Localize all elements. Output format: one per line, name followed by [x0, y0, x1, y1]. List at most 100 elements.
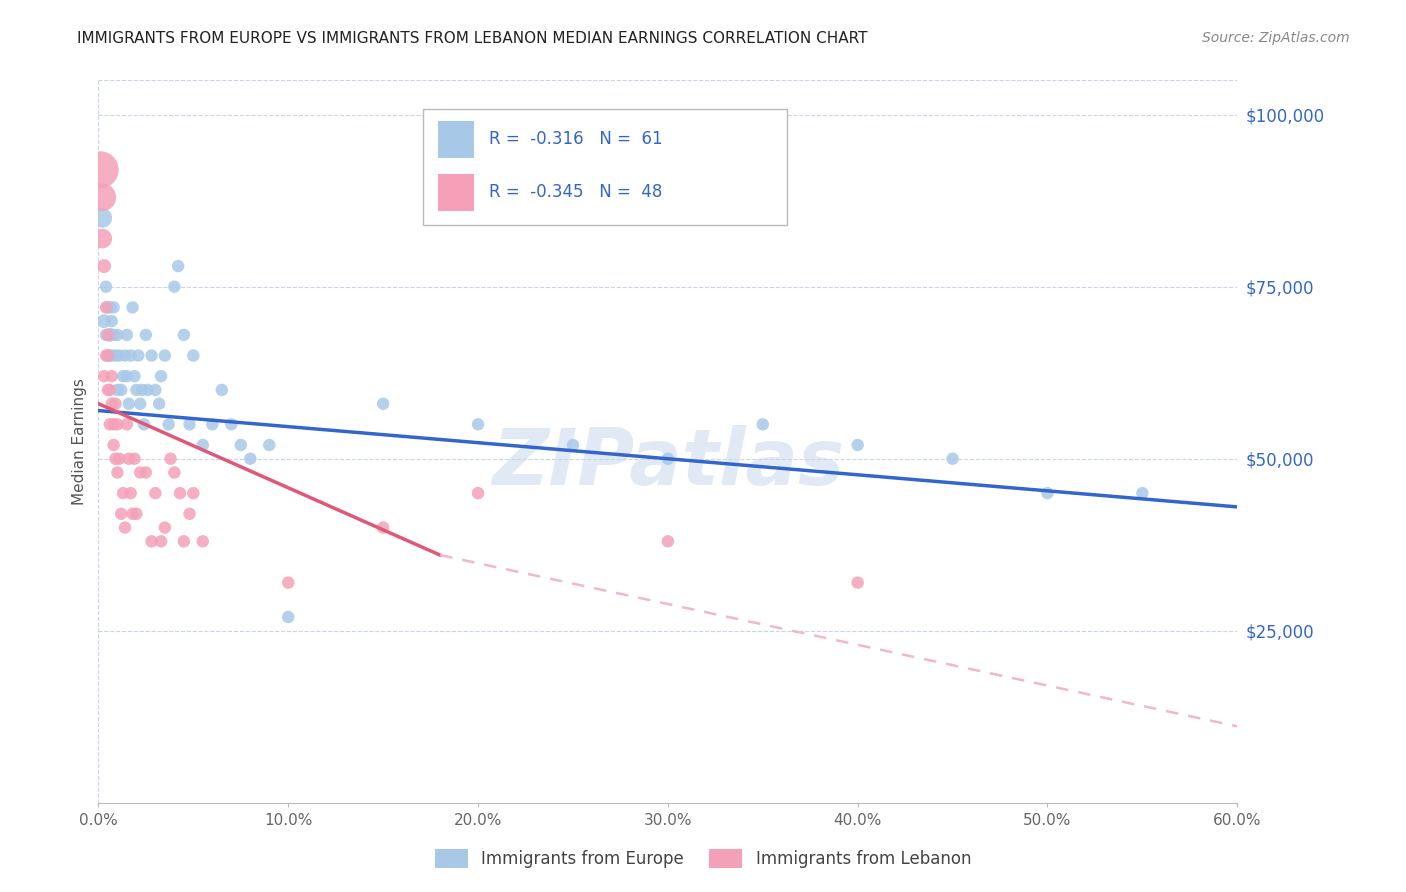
Point — [120, 349, 142, 363]
Point — [129, 466, 152, 480]
Point — [115, 417, 138, 432]
Point — [112, 486, 135, 500]
Point — [183, 486, 205, 500]
Legend: Immigrants from Europe, Immigrants from Lebanon: Immigrants from Europe, Immigrants from … — [427, 842, 979, 875]
Point — [91, 190, 114, 204]
Point — [127, 349, 149, 363]
Point — [104, 349, 127, 363]
Point — [103, 438, 125, 452]
Text: Source: ZipAtlas.com: Source: ZipAtlas.com — [1202, 31, 1350, 45]
Point — [562, 438, 585, 452]
Point — [173, 534, 195, 549]
Point — [163, 466, 186, 480]
Point — [125, 507, 148, 521]
Point — [94, 301, 117, 315]
Point — [179, 417, 201, 432]
Point — [97, 327, 120, 342]
Point — [104, 451, 127, 466]
Text: ZIPatlas: ZIPatlas — [492, 425, 844, 501]
Point — [93, 314, 115, 328]
Point — [277, 575, 299, 590]
Point — [115, 369, 138, 384]
Point — [1036, 486, 1059, 500]
Point — [129, 397, 152, 411]
Point — [115, 327, 138, 342]
Point — [846, 438, 869, 452]
Point — [846, 575, 869, 590]
Point — [239, 451, 262, 466]
Point — [167, 259, 190, 273]
Point — [371, 520, 394, 534]
Point — [97, 349, 120, 363]
Y-axis label: Median Earnings: Median Earnings — [72, 378, 87, 505]
Point — [94, 279, 117, 293]
Point — [114, 520, 136, 534]
Point — [118, 451, 141, 466]
Point — [135, 327, 157, 342]
Point — [93, 369, 115, 384]
Point — [125, 383, 148, 397]
Point — [98, 383, 121, 397]
Point — [211, 383, 233, 397]
Point — [131, 383, 153, 397]
Text: IMMIGRANTS FROM EUROPE VS IMMIGRANTS FROM LEBANON MEDIAN EARNINGS CORRELATION CH: IMMIGRANTS FROM EUROPE VS IMMIGRANTS FRO… — [77, 31, 868, 46]
Point — [100, 349, 122, 363]
Point — [100, 397, 122, 411]
Point — [173, 327, 195, 342]
Point — [145, 383, 167, 397]
Point — [110, 383, 132, 397]
Point — [467, 486, 489, 500]
Point — [657, 534, 679, 549]
Point — [108, 349, 131, 363]
Point — [97, 383, 120, 397]
Point — [163, 279, 186, 293]
Point — [259, 438, 281, 452]
Point — [201, 417, 224, 432]
Point — [191, 438, 214, 452]
Point — [121, 507, 143, 521]
Point — [157, 417, 180, 432]
Point — [657, 451, 679, 466]
Point — [91, 211, 114, 225]
Point — [136, 383, 159, 397]
Point — [98, 417, 121, 432]
Point — [98, 349, 121, 363]
Point — [169, 486, 191, 500]
Point — [141, 349, 163, 363]
Point — [145, 486, 167, 500]
Point — [120, 486, 142, 500]
Point — [124, 451, 146, 466]
Point — [153, 349, 176, 363]
Point — [104, 397, 127, 411]
Point — [107, 417, 129, 432]
Point — [150, 369, 173, 384]
Point — [229, 438, 252, 452]
Point — [183, 349, 205, 363]
Point — [100, 314, 122, 328]
Point — [98, 301, 121, 315]
Point — [191, 534, 214, 549]
Point — [114, 349, 136, 363]
Point — [107, 383, 129, 397]
Point — [89, 162, 111, 177]
Point — [118, 397, 141, 411]
Point — [371, 397, 394, 411]
Point — [108, 451, 131, 466]
Point — [752, 417, 775, 432]
Point — [121, 301, 143, 315]
Point — [135, 466, 157, 480]
Point — [942, 451, 965, 466]
Point — [110, 507, 132, 521]
Point — [150, 534, 173, 549]
Point — [107, 466, 129, 480]
Point — [103, 327, 125, 342]
Point — [94, 327, 117, 342]
Point — [1132, 486, 1154, 500]
Point — [159, 451, 181, 466]
Point — [94, 349, 117, 363]
Point — [124, 369, 146, 384]
Point — [148, 397, 170, 411]
Point — [97, 301, 120, 315]
Point — [221, 417, 243, 432]
Point — [107, 327, 129, 342]
